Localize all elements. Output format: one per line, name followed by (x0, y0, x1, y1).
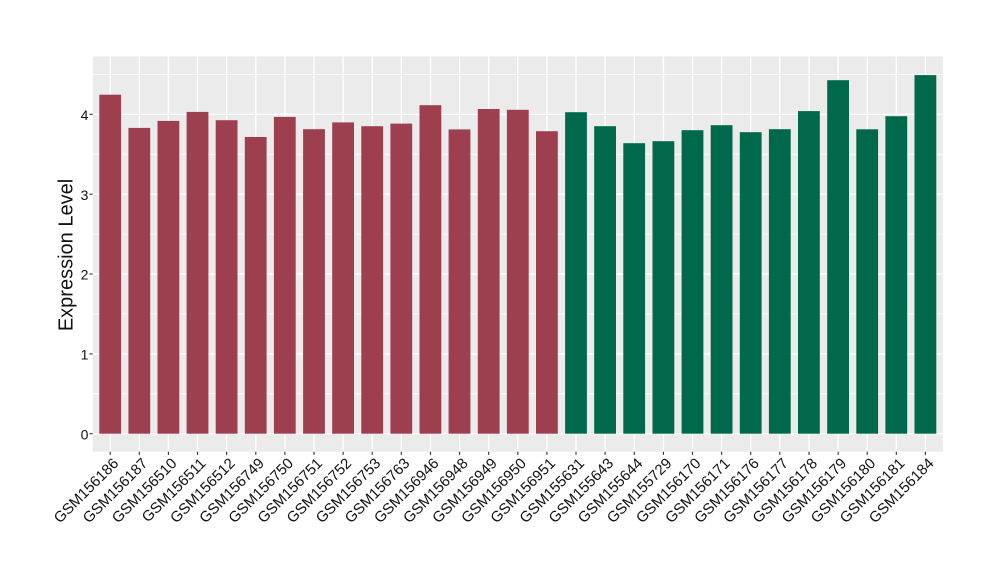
svg-text:4: 4 (81, 107, 89, 123)
svg-text:1: 1 (81, 347, 89, 363)
svg-text:3: 3 (81, 187, 89, 203)
svg-text:Expression Level: Expression Level (55, 179, 77, 331)
svg-text:2: 2 (81, 267, 89, 283)
svg-text:0: 0 (81, 426, 89, 442)
